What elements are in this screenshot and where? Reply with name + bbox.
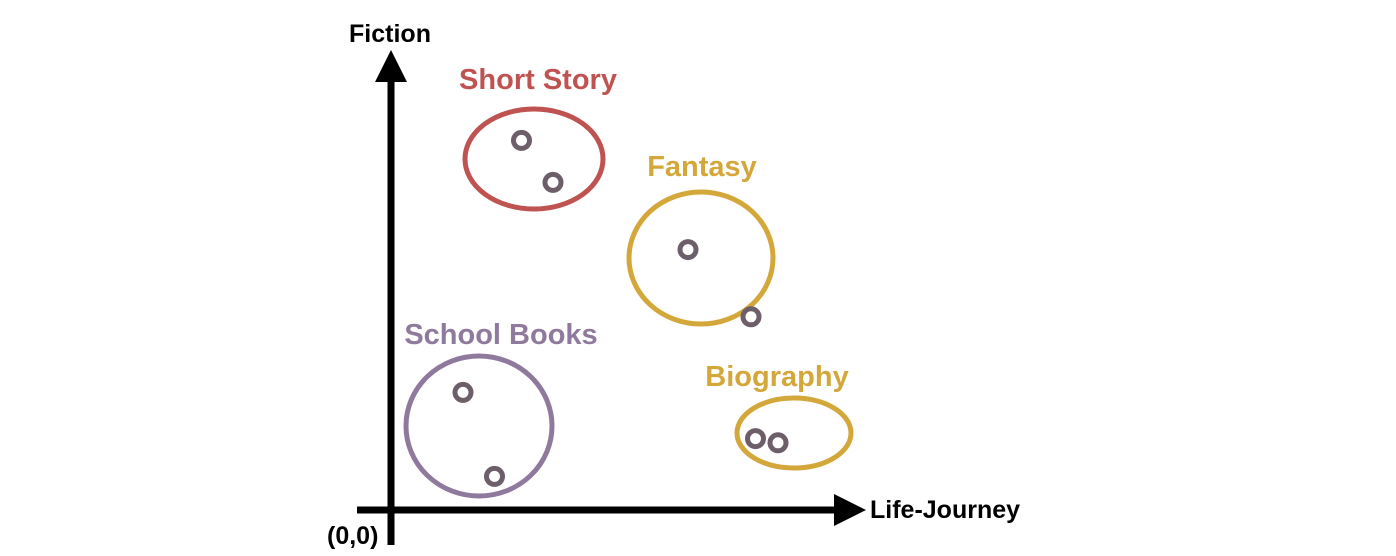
point-school-books-1 [452, 381, 474, 403]
cluster-school-books-label: School Books [404, 319, 597, 351]
data-points [452, 129, 789, 487]
point-fantasy-1 [677, 239, 699, 261]
cluster-short-story: Short Story [459, 64, 617, 212]
cluster-fantasy-label: Fantasy [647, 151, 757, 183]
cluster-school-books-ring [403, 353, 555, 499]
x-axis-label: Life-Journey [870, 496, 1020, 524]
axes: Fiction Life-Journey (0,0) [327, 20, 1020, 550]
point-short-story-1 [511, 129, 532, 151]
cluster-biography-ring [734, 395, 854, 471]
point-short-story-2 [542, 171, 564, 193]
point-biography-2 [767, 432, 789, 454]
cluster-fantasy-ring [626, 189, 776, 327]
point-fantasy-2 [740, 306, 762, 328]
point-school-books-2 [484, 465, 505, 487]
cluster-biography-label: Biography [705, 361, 848, 393]
cluster-biography: Biography [705, 361, 854, 471]
cluster-short-story-label: Short Story [459, 64, 617, 96]
y-axis-label: Fiction [349, 20, 431, 48]
y-axis-arrowhead [375, 50, 407, 82]
point-biography-1 [745, 428, 766, 450]
x-axis-arrowhead [834, 494, 866, 526]
origin-label: (0,0) [327, 522, 378, 550]
cluster-school-books: School Books [403, 319, 598, 499]
cluster-fantasy: Fantasy [626, 151, 776, 327]
cluster-short-story-ring [462, 106, 606, 212]
